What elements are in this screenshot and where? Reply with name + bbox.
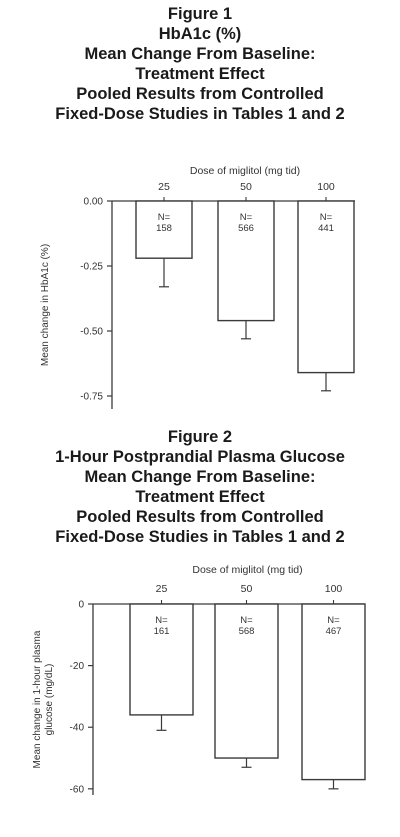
category-label: 50 [240,181,252,193]
bar [129,603,194,716]
figure-1-title-line: Figure 1 [167,5,233,23]
y-axis-label: glucose (mg/dL) [44,664,55,736]
category-label: 50 [241,583,253,595]
bar [297,200,355,374]
n-label-value: 566 [238,223,254,234]
n-label-prefix: N= [240,212,253,223]
n-label-prefix: N= [320,212,333,223]
category-label: 25 [156,583,168,595]
bar [214,603,279,759]
y-tick-label: -40 [70,723,85,734]
y-tick-label: -0.75 [80,392,103,403]
figure-1-title-line: Treatment Effect [135,65,265,83]
figure-2-title-line: Treatment Effect [135,488,265,506]
y-tick-label: -20 [70,661,85,672]
n-label-value: 467 [326,626,342,637]
bar [301,603,366,781]
n-label-prefix: N= [158,212,171,223]
figure-1-title-line: Fixed-Dose Studies in Tables 1 and 2 [55,105,345,123]
y-axis-label: Mean change in HbA1c (%) [40,244,51,366]
y-axis-label: Mean change in 1-hour plasma [32,630,43,768]
category-label: 25 [158,181,170,193]
n-label-value: 568 [239,626,255,637]
category-label: 100 [325,583,343,595]
n-label-value: 158 [156,223,172,234]
y-tick-label: 0.00 [84,197,104,208]
y-tick-label: -60 [70,784,85,795]
y-tick-label: 0 [78,600,84,611]
category-label: 100 [317,181,335,193]
n-label-value: 161 [154,626,170,637]
x-axis-label: Dose of miglitol (mg tid) [190,165,300,177]
n-label-prefix: N= [155,615,168,626]
chart-1-hba1c: Dose of miglitol (mg tid) 0.00 -0.25 -0.50 -… [40,165,355,409]
n-label-prefix: N= [327,615,340,626]
n-label-value: 441 [318,223,334,234]
figure-2-title-line: Figure 2 [167,428,233,446]
figure-2-title-line: 1-Hour Postprandial Plasma Glucose [55,448,345,466]
figure-2-title-line: Mean Change From Baseline: [84,468,316,486]
bar [217,200,275,322]
figure-2-title-line: Pooled Results from Controlled [76,508,324,526]
figure-1-title-line: Pooled Results from Controlled [76,85,324,103]
figure-1-title-line: Mean Change From Baseline: [84,45,316,63]
figure-1-title-line: HbA1c (%) [158,25,242,43]
figure-2-title-line: Fixed-Dose Studies in Tables 1 and 2 [55,528,345,546]
y-tick-label: -0.50 [80,327,103,338]
figure-2-title: Figure 2 1-Hour Postprandial Plasma Gluc… [0,427,400,547]
x-axis-label: Dose of miglitol (mg tid) [192,564,302,576]
y-tick-label: -0.25 [80,262,103,273]
figure-1-title: Figure 1 HbA1c (%) Mean Change From Base… [0,4,400,124]
n-label-prefix: N= [240,615,253,626]
